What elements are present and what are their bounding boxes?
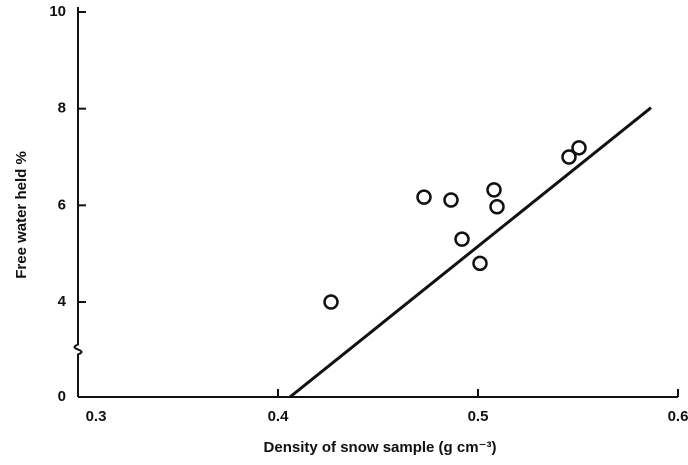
y-tick-label: 4 <box>58 293 67 310</box>
x-axis-label: Density of snow sample (g cm⁻³) <box>264 439 497 456</box>
x-tick-label: 0.4 <box>268 408 290 425</box>
data-point <box>443 192 459 208</box>
data-point <box>489 199 505 215</box>
x-tick-label: 0.3 <box>86 408 107 425</box>
data-point <box>416 189 432 205</box>
y-axis-label: Free water held % <box>13 151 30 279</box>
x-tick-label: 0.5 <box>468 408 489 425</box>
axis-break <box>73 340 83 359</box>
data-point <box>323 294 339 310</box>
fit-line <box>289 106 652 399</box>
x-tick-label: 0.6 <box>668 408 688 425</box>
data-point <box>454 231 470 247</box>
data-point <box>561 149 577 165</box>
y-tick-label: 10 <box>49 3 66 20</box>
data-point <box>472 255 488 272</box>
y-tick-label: 8 <box>58 100 66 117</box>
y-tick-label: 0 <box>58 388 66 405</box>
y-tick-label: 6 <box>58 196 66 213</box>
data-point <box>571 140 587 156</box>
data-point <box>486 182 502 198</box>
